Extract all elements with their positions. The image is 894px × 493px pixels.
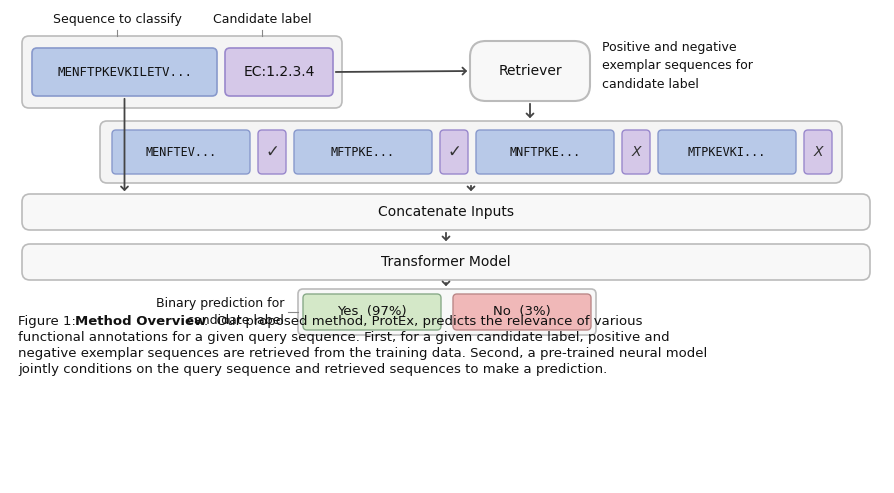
Text: Positive and negative
exemplar sequences for
candidate label: Positive and negative exemplar sequences… xyxy=(602,41,753,91)
Text: MENFTPKEVKILETV...: MENFTPKEVKILETV... xyxy=(57,66,192,78)
FancyBboxPatch shape xyxy=(225,48,333,96)
FancyBboxPatch shape xyxy=(32,48,217,96)
FancyBboxPatch shape xyxy=(658,130,796,174)
Text: ✓: ✓ xyxy=(447,143,461,161)
Text: negative exemplar sequences are retrieved from the training data. Second, a pre-: negative exemplar sequences are retrieve… xyxy=(18,347,707,360)
Text: Yes  (97%): Yes (97%) xyxy=(337,306,407,318)
Text: Concatenate Inputs: Concatenate Inputs xyxy=(378,205,514,219)
FancyBboxPatch shape xyxy=(622,130,650,174)
Text: MFTPKE...: MFTPKE... xyxy=(331,145,395,159)
Text: Method Overview: Method Overview xyxy=(75,315,207,328)
Text: jointly conditions on the query sequence and retrieved sequences to make a predi: jointly conditions on the query sequence… xyxy=(18,363,607,376)
Text: ✓: ✓ xyxy=(265,143,279,161)
Text: Candidate label: Candidate label xyxy=(213,13,311,26)
Text: functional annotations for a given query sequence. First, for a given candidate : functional annotations for a given query… xyxy=(18,331,670,344)
Text: EC:1.2.3.4: EC:1.2.3.4 xyxy=(243,65,315,79)
FancyBboxPatch shape xyxy=(100,121,842,183)
FancyBboxPatch shape xyxy=(303,294,441,330)
FancyBboxPatch shape xyxy=(112,130,250,174)
FancyBboxPatch shape xyxy=(298,289,596,335)
Text: Figure 1:: Figure 1: xyxy=(18,315,80,328)
Text: MENFTEV...: MENFTEV... xyxy=(146,145,216,159)
Text: Binary prediction for
candidate label: Binary prediction for candidate label xyxy=(156,296,284,327)
Text: MTPKEVKI...: MTPKEVKI... xyxy=(687,145,766,159)
Text: .  Our proposed method, ProtEx, predicts the relevance of various: . Our proposed method, ProtEx, predicts … xyxy=(204,315,643,328)
FancyBboxPatch shape xyxy=(22,36,342,108)
Text: Sequence to classify: Sequence to classify xyxy=(53,13,181,26)
FancyBboxPatch shape xyxy=(804,130,832,174)
FancyBboxPatch shape xyxy=(470,41,590,101)
Text: X: X xyxy=(814,145,822,159)
Text: MNFTPKE...: MNFTPKE... xyxy=(510,145,580,159)
FancyBboxPatch shape xyxy=(22,194,870,230)
Text: Transformer Model: Transformer Model xyxy=(381,255,510,269)
Text: No  (3%): No (3%) xyxy=(493,306,551,318)
FancyBboxPatch shape xyxy=(440,130,468,174)
FancyBboxPatch shape xyxy=(453,294,591,330)
Text: Retriever: Retriever xyxy=(498,64,561,78)
FancyBboxPatch shape xyxy=(476,130,614,174)
FancyBboxPatch shape xyxy=(294,130,432,174)
Text: X: X xyxy=(631,145,641,159)
FancyBboxPatch shape xyxy=(258,130,286,174)
FancyBboxPatch shape xyxy=(22,244,870,280)
